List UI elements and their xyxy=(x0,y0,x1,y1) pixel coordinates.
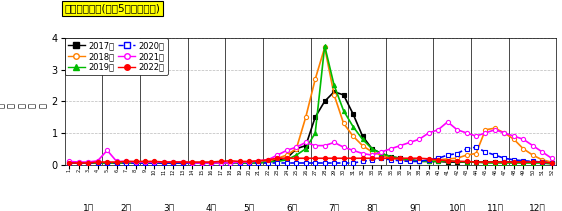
2019年 xyxy=(293,154,300,156)
Line: 2022年: 2022年 xyxy=(67,156,554,165)
Text: 8月: 8月 xyxy=(366,203,378,211)
2021年 xyxy=(388,147,395,150)
2020年 xyxy=(293,162,300,164)
2022年 xyxy=(302,157,309,160)
Text: 5月: 5月 xyxy=(243,203,255,211)
2018年 xyxy=(520,147,527,150)
2017年 xyxy=(66,162,72,164)
2021年 xyxy=(549,157,555,160)
2021年 xyxy=(369,154,375,156)
2021年 xyxy=(331,141,338,144)
2022年 xyxy=(66,162,72,164)
2018年 xyxy=(236,162,243,164)
2017年 xyxy=(369,147,375,150)
2022年 xyxy=(520,161,527,163)
2019年 xyxy=(236,162,243,164)
Text: 定
点
当
た
り
報
告
数: 定 点 当 た り 報 告 数 xyxy=(0,103,48,108)
Line: 2018年: 2018年 xyxy=(67,45,554,165)
2019年 xyxy=(549,163,555,165)
Line: 2020年: 2020年 xyxy=(67,145,554,165)
2018年 xyxy=(104,162,111,164)
Text: 3月: 3月 xyxy=(163,203,174,211)
2020年 xyxy=(359,160,366,163)
2018年 xyxy=(66,162,72,164)
2018年 xyxy=(293,147,300,150)
Line: 2019年: 2019年 xyxy=(67,44,554,166)
2017年 xyxy=(104,162,111,164)
2021年 xyxy=(66,160,72,163)
2021年 xyxy=(104,149,111,151)
Text: 2月: 2月 xyxy=(121,203,132,211)
Text: 10月: 10月 xyxy=(448,203,465,211)
2017年 xyxy=(520,161,527,163)
Text: 9月: 9月 xyxy=(409,203,420,211)
2018年 xyxy=(369,151,375,153)
Text: 1月: 1月 xyxy=(83,203,94,211)
Text: 7月: 7月 xyxy=(329,203,339,211)
2022年 xyxy=(369,157,375,160)
2020年 xyxy=(66,162,72,164)
2018年 xyxy=(321,46,328,49)
2017年 xyxy=(331,91,338,93)
2017年 xyxy=(236,162,243,164)
2022年 xyxy=(104,161,111,163)
2021年 xyxy=(246,161,252,163)
2020年 xyxy=(104,162,111,164)
2019年 xyxy=(520,162,527,164)
2022年 xyxy=(274,157,281,160)
2020年 xyxy=(549,162,555,164)
Text: 週別発生動向(過去5年との比較): 週別発生動向(過去5年との比較) xyxy=(65,3,161,13)
2021年 xyxy=(444,120,451,123)
2020年 xyxy=(236,162,243,164)
2019年 xyxy=(104,162,111,164)
2021年 xyxy=(302,141,309,144)
2022年 xyxy=(549,162,555,164)
2019年 xyxy=(66,162,72,164)
Text: 6月: 6月 xyxy=(286,203,297,211)
2019年 xyxy=(388,155,395,158)
2019年 xyxy=(321,45,328,47)
2019年 xyxy=(369,147,375,150)
2018年 xyxy=(549,161,555,163)
2021年 xyxy=(189,162,196,164)
2017年 xyxy=(293,147,300,150)
2018年 xyxy=(388,157,395,160)
2020年 xyxy=(520,160,527,162)
2017年 xyxy=(388,155,395,158)
Text: 12月: 12月 xyxy=(529,203,546,211)
2020年 xyxy=(473,146,479,149)
2017年 xyxy=(549,162,555,164)
2022年 xyxy=(388,157,395,160)
2020年 xyxy=(378,157,385,160)
Legend: 2017年, 2018年, 2019年, 2020年, 2021年, 2022年: 2017年, 2018年, 2019年, 2020年, 2021年, 2022年 xyxy=(65,38,167,75)
Line: 2017年: 2017年 xyxy=(67,90,554,165)
Line: 2021年: 2021年 xyxy=(67,120,554,165)
Text: 11月: 11月 xyxy=(487,203,504,211)
Text: 4月: 4月 xyxy=(206,203,217,211)
2022年 xyxy=(236,160,243,163)
